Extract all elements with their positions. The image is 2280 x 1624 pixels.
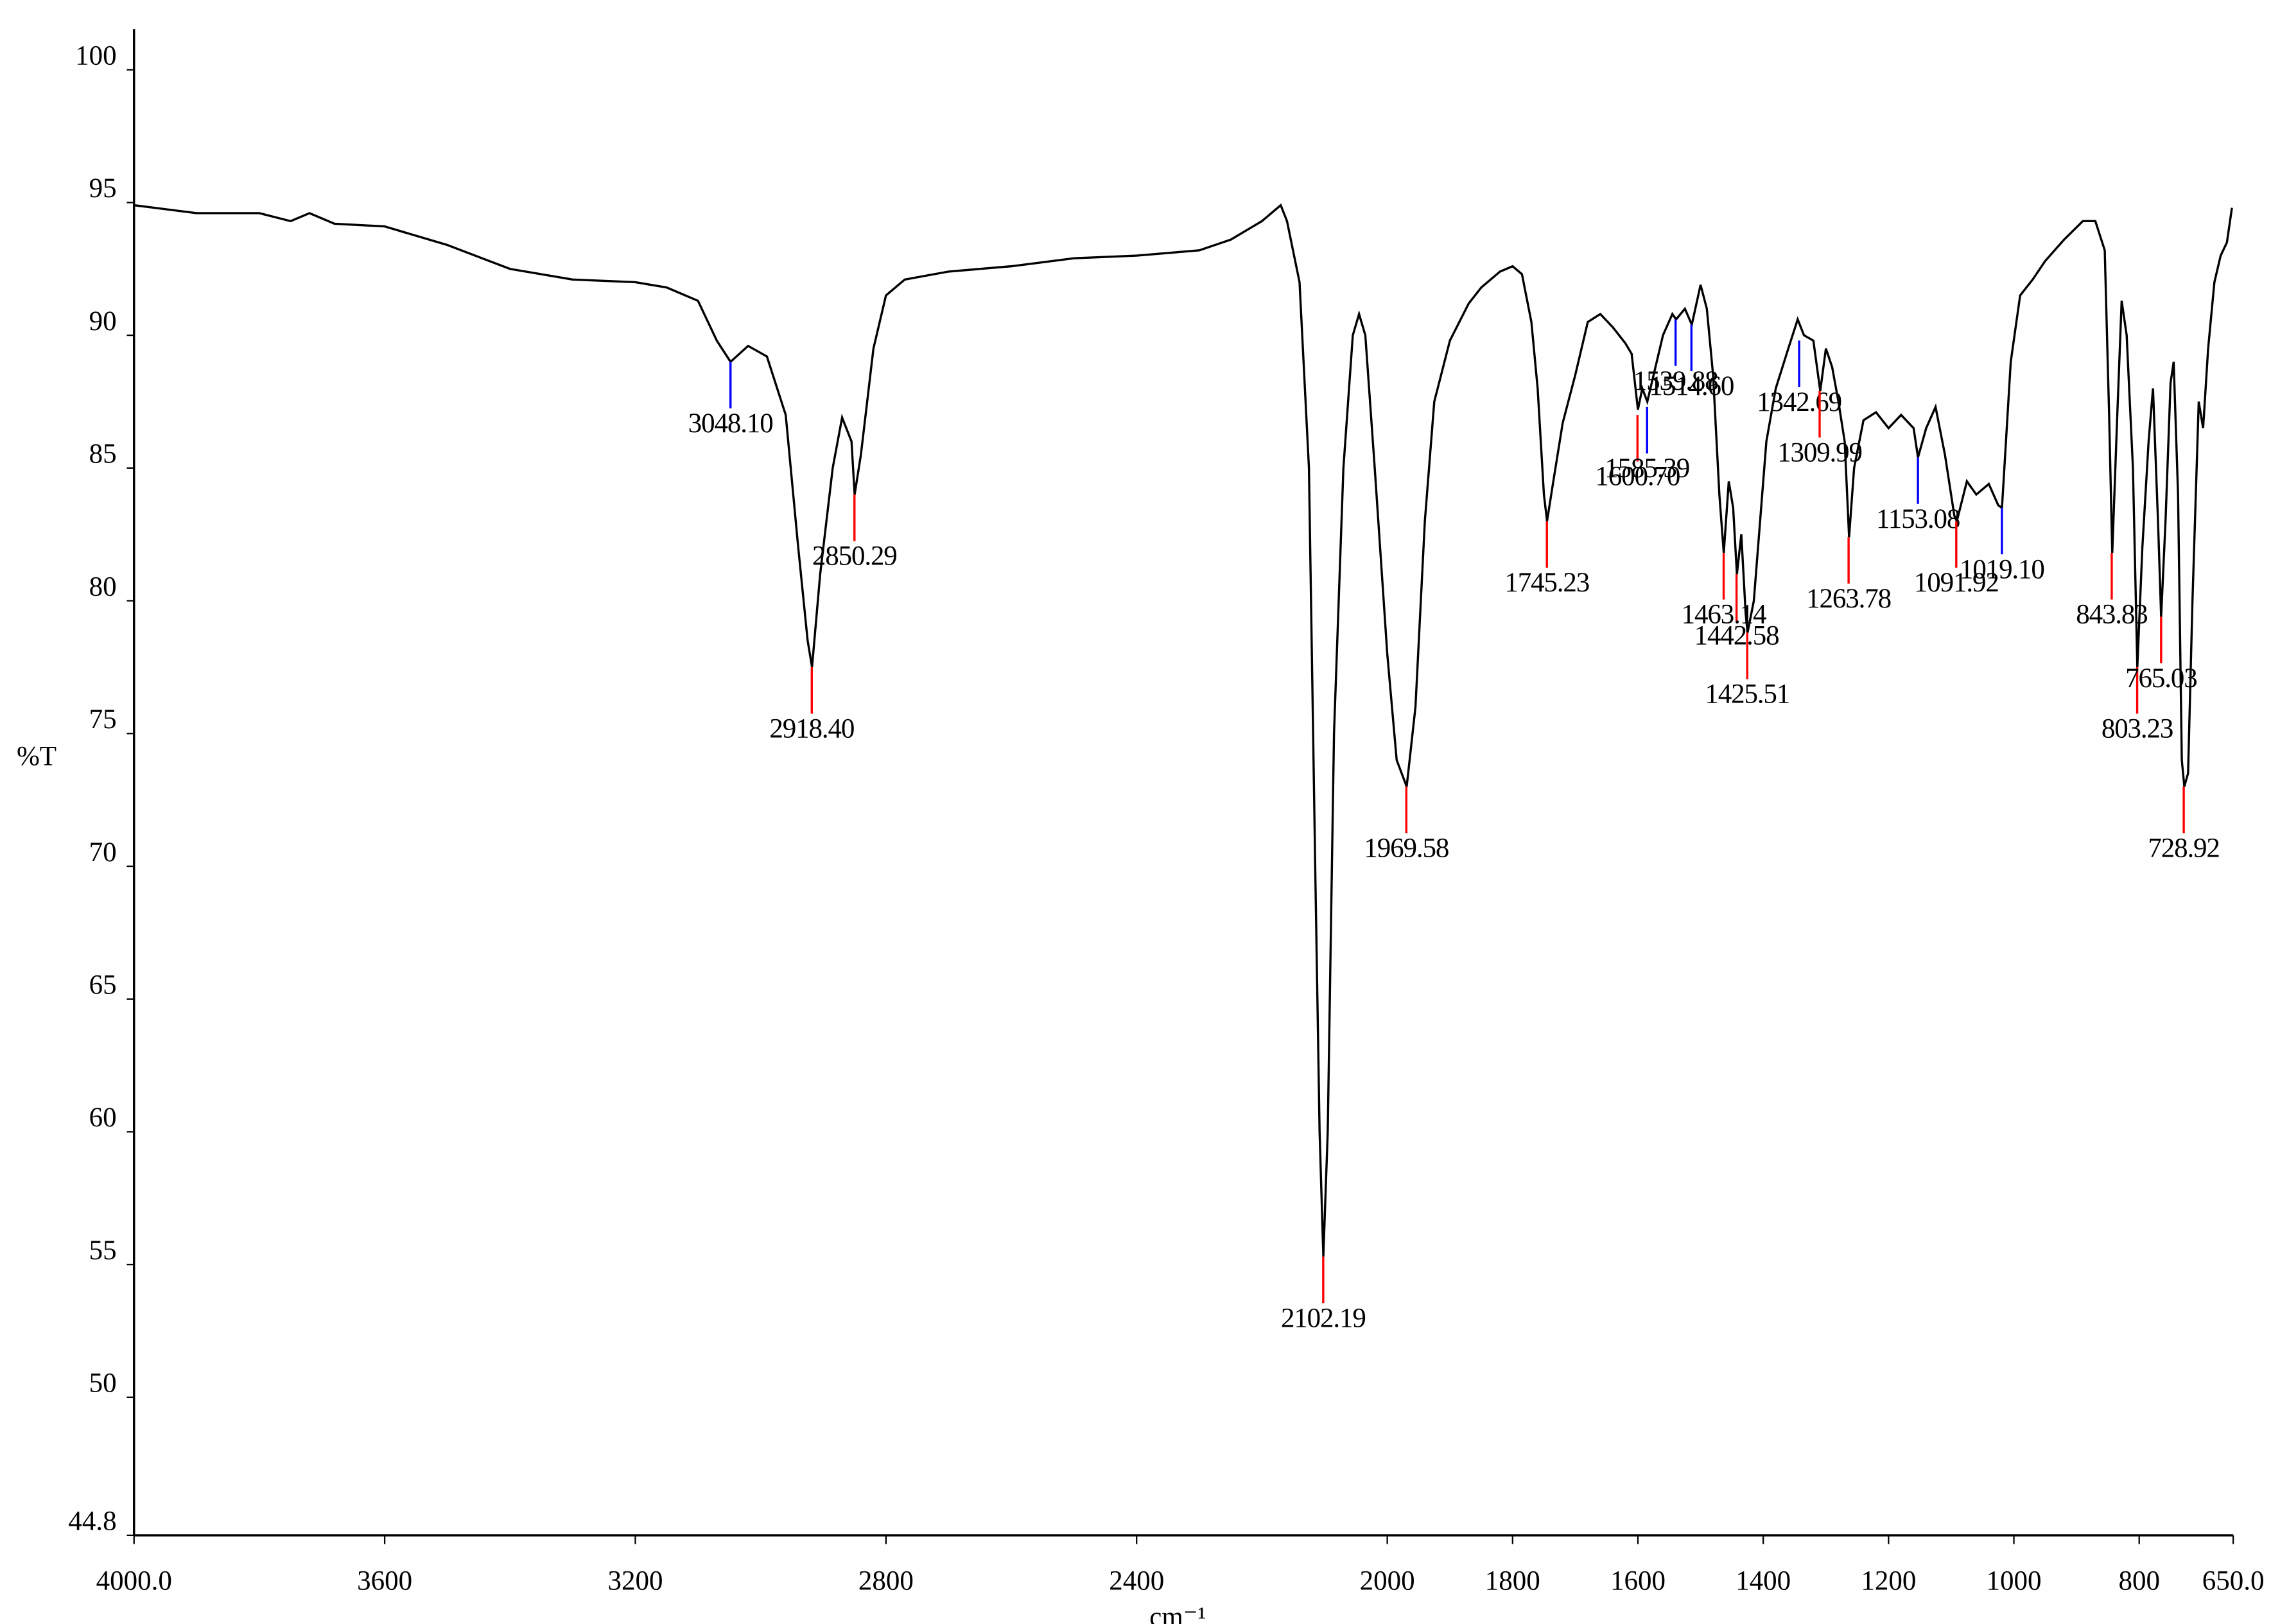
y-tick-label: 80 (89, 572, 117, 602)
peak-label: 1442.58 (1694, 621, 1779, 651)
x-tick-label: 3600 (357, 1566, 412, 1596)
peak-label: 728.92 (2148, 833, 2219, 863)
x-tick-label: 2400 (1109, 1566, 1164, 1596)
y-tick-label: 85 (89, 439, 117, 469)
peak-label: 1463.14 (1682, 600, 1766, 630)
peak-label: 1745.23 (1504, 568, 1589, 598)
peak-label: 1309.99 (1777, 437, 1862, 467)
y-axis-label: %T (17, 742, 57, 772)
peak-label: 2850.29 (812, 541, 897, 572)
x-tick-label: 2000 (1360, 1566, 1415, 1596)
y-tick-label: 44.8 (68, 1506, 116, 1537)
peak-label: 2918.40 (769, 713, 854, 744)
x-tick-label: 1200 (1861, 1566, 1916, 1596)
y-tick-label: 55 (89, 1235, 117, 1266)
spectrum-line (134, 203, 2233, 1257)
x-tick-label: 1400 (1736, 1566, 1791, 1596)
y-tick-label: 75 (89, 704, 117, 735)
peak-label: 2102.19 (1281, 1303, 1366, 1333)
peak-label: 1514.60 (1649, 371, 1734, 401)
peak-label: 803.23 (2102, 713, 2173, 744)
x-tick-label: 4000.0 (96, 1566, 172, 1596)
x-tick-label: 1000 (1987, 1566, 2042, 1596)
peak-label: 1019.10 (1960, 554, 2044, 584)
peak-label: 3048.10 (688, 408, 773, 439)
peak-label: 1425.51 (1705, 679, 1789, 710)
peak-label: 1153.08 (1876, 504, 1960, 534)
x-tick-label: 650.0 (2202, 1566, 2265, 1596)
peak-label: 1600.70 (1595, 462, 1680, 492)
x-axis-label: cm⁻¹ (1149, 1602, 1206, 1624)
y-tick-label: 100 (75, 40, 116, 71)
peak-label: 1091.92 (1914, 568, 1999, 598)
y-tick-label: 65 (89, 970, 117, 1000)
y-tick-label: 60 (89, 1103, 117, 1133)
y-tick-label: 90 (89, 306, 117, 336)
peak-label: 843.83 (2076, 600, 2147, 630)
peak-label: 1969.58 (1364, 833, 1449, 863)
x-tick-label: 1600 (1610, 1566, 1666, 1596)
y-tick-label: 50 (89, 1368, 117, 1399)
y-tick-label: 70 (89, 837, 117, 868)
peak-label: 1585.39 (1605, 453, 1689, 484)
peak-label: 765.03 (2125, 663, 2197, 694)
peak-label: 1263.78 (1806, 584, 1891, 614)
x-tick-label: 1800 (1485, 1566, 1540, 1596)
peak-label: 1342.69 (1757, 387, 1841, 417)
x-tick-label: 3200 (607, 1566, 663, 1596)
x-tick-label: 2800 (858, 1566, 914, 1596)
y-tick-label: 95 (89, 173, 117, 204)
peak-label: 1539.88 (1633, 366, 1718, 396)
x-tick-label: 800 (2118, 1566, 2160, 1596)
